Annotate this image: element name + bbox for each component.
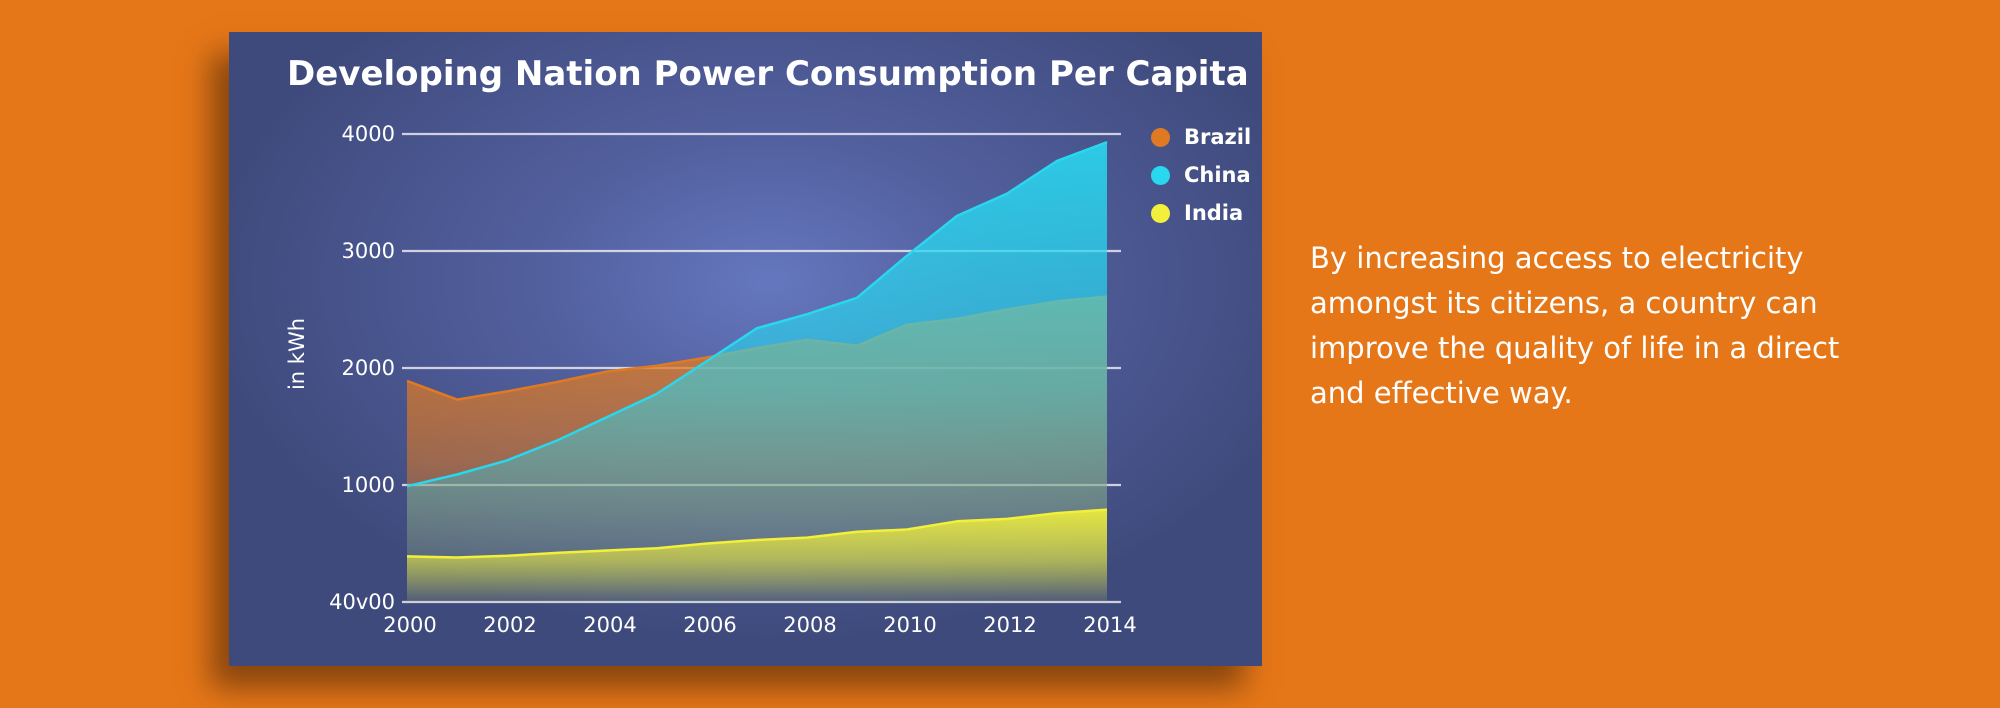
x-tick-label: 2010 xyxy=(883,613,936,637)
chart-card: Developing Nation Power Consumption Per … xyxy=(229,32,1262,666)
legend-dot-india xyxy=(1151,203,1170,223)
y-tick-label: 3000 xyxy=(342,239,395,263)
legend-item-china: China xyxy=(1151,156,1251,194)
legend-dot-brazil xyxy=(1151,127,1170,147)
y-axis-label: in kWh xyxy=(285,318,309,390)
legend-dot-china xyxy=(1151,165,1170,185)
legend-item-brazil: Brazil xyxy=(1151,118,1251,156)
chart-title: Developing Nation Power Consumption Per … xyxy=(287,54,1249,94)
x-tick-label: 2012 xyxy=(983,613,1036,637)
legend-label-india: India xyxy=(1184,201,1244,225)
y-tick-label: 4000 xyxy=(342,122,395,146)
x-tick-label: 2004 xyxy=(583,613,636,637)
x-tick-label: 2008 xyxy=(783,613,836,637)
x-tick-label: 2002 xyxy=(483,613,536,637)
y-tick-label: 2000 xyxy=(342,356,395,380)
x-tick-label: 2006 xyxy=(683,613,736,637)
line-india xyxy=(406,508,1108,559)
legend: Brazil China India xyxy=(1151,118,1251,232)
area-india xyxy=(407,509,1107,602)
y-tick-label: 40v00 xyxy=(329,590,395,614)
legend-label-brazil: Brazil xyxy=(1184,125,1252,149)
x-tick-label: 2014 xyxy=(1083,613,1136,637)
caption-text: By increasing access to electricity amon… xyxy=(1310,241,1840,410)
line-china xyxy=(406,141,1108,488)
area-china xyxy=(407,142,1107,602)
legend-item-india: India xyxy=(1151,194,1251,232)
legend-label-china: China xyxy=(1184,163,1251,187)
area-chart: 40v00 1000 2000 3000 4000 2000 2002 2004 2006 200… xyxy=(285,122,1137,637)
x-tick-label: 2000 xyxy=(383,613,436,637)
y-tick-label: 1000 xyxy=(342,473,395,497)
